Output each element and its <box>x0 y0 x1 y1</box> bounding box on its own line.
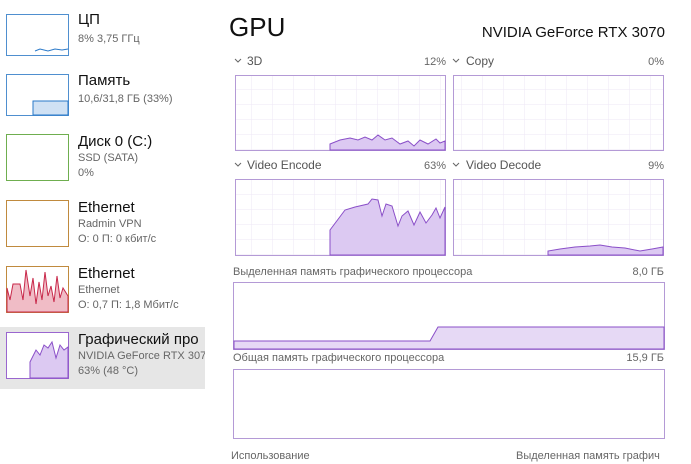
cpu-graph <box>34 48 69 52</box>
item-name[interactable]: Ethernet <box>78 265 136 282</box>
engine-label[interactable]: Video Encode <box>247 158 322 172</box>
engine-value: 0% <box>648 56 664 68</box>
memory-graph <box>32 100 69 116</box>
item-name[interactable]: Ethernet <box>78 199 136 216</box>
memory-label: Общая память графического процессора <box>233 352 445 364</box>
item-detail: Ethernet <box>78 284 120 296</box>
engine-label[interactable]: Video Decode <box>466 158 541 172</box>
memory-value: 8,0 ГБ <box>632 266 664 278</box>
graph-line <box>233 326 665 350</box>
engine-panels: 3D 12% Copy 0% Video Encode 63% Video De… <box>234 54 664 256</box>
ethernet1-thumb[interactable] <box>6 200 69 247</box>
graph-line <box>329 134 446 151</box>
sidebar: ЦП 8% 3,75 ГГц Память 10,6/31,8 ГБ (33%)… <box>0 11 206 389</box>
memory-label: Выделенная память графического процессор… <box>233 266 473 278</box>
graph-shared <box>233 369 665 439</box>
graph-line <box>329 198 446 256</box>
item-detail: 10,6/31,8 ГБ (33%) <box>78 93 173 105</box>
item-detail: О: 0,7 П: 1,8 Мбит/с <box>78 299 179 311</box>
footer-label: Использование <box>231 450 310 462</box>
engine-label[interactable]: Copy <box>466 54 494 68</box>
item-name[interactable]: Память <box>78 72 130 89</box>
cpu-thumb[interactable] <box>6 14 69 56</box>
item-detail: 0% <box>78 167 94 179</box>
footer-label: Выделенная память графич <box>516 450 660 462</box>
item-name[interactable]: Диск 0 (C:) <box>78 133 152 150</box>
graph-decode <box>453 179 664 256</box>
memory-panels: Выделенная память графического процессор… <box>233 266 665 439</box>
chevrons[interactable] <box>234 58 460 167</box>
item-detail: SSD (SATA) <box>78 152 138 164</box>
engine-label[interactable]: 3D <box>247 54 263 68</box>
graph-line <box>547 244 664 256</box>
graph-3d <box>235 75 446 151</box>
item-detail: NVIDIA GeForce RTX 307 <box>78 350 206 362</box>
item-detail: 8% 3,75 ГГц <box>78 33 140 45</box>
device-name: NVIDIA GeForce RTX 3070 <box>482 24 665 41</box>
engine-value: 9% <box>648 160 664 172</box>
memory-value: 15,9 ГБ <box>626 352 664 364</box>
item-detail: 63% (48 °C) <box>78 365 138 377</box>
disk-thumb[interactable] <box>6 134 69 181</box>
graph-copy <box>453 75 664 151</box>
page-title: GPU <box>229 12 285 42</box>
item-name[interactable]: ЦП <box>78 11 100 28</box>
gpu-graph <box>29 340 69 379</box>
engine-value: 63% <box>424 160 446 172</box>
item-detail: Radmin VPN <box>78 218 142 230</box>
ethernet2-graph <box>6 269 69 313</box>
engine-value: 12% <box>424 56 446 68</box>
item-detail: О: 0 П: 0 кбит/с <box>78 233 157 245</box>
item-name[interactable]: Графический про <box>78 331 199 348</box>
